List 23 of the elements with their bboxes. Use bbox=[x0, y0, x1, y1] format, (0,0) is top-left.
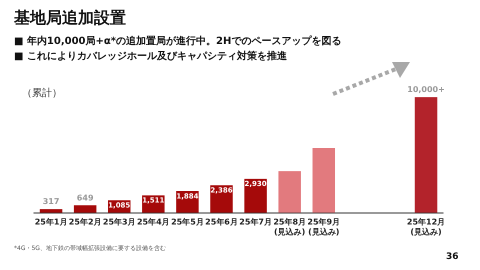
text: 36 bbox=[446, 252, 459, 262]
data-label: 317 bbox=[42, 197, 60, 206]
text: ■ 年内10,000局+α*の追加置局が進行中。2Hでのペースアップを図る bbox=[14, 34, 342, 48]
bar bbox=[278, 171, 301, 213]
bar bbox=[74, 205, 96, 213]
text: ■ これによりカバレッジホール及びキャパシティ対策を推進 bbox=[14, 49, 287, 63]
x-tick-label: 25年6月 bbox=[205, 218, 238, 227]
x-tick-label: 25年12月 (見込み) bbox=[406, 218, 446, 236]
chart-title: 基地局追加設置 bbox=[14, 8, 126, 29]
x-tick-label: 25年1月 bbox=[34, 218, 68, 227]
data-label: 10,000+ bbox=[407, 85, 445, 94]
y-axis-title: （累計） bbox=[22, 86, 62, 100]
x-tick-label: 25年7月 bbox=[239, 218, 272, 227]
bar bbox=[414, 97, 438, 213]
x-tick-label: 25年8月 (見込み) bbox=[273, 218, 306, 236]
x-tick-label: 25年4月 bbox=[136, 218, 170, 227]
x-tick-label: 25年5月 bbox=[171, 218, 204, 227]
bar bbox=[40, 209, 62, 213]
bar bbox=[312, 148, 336, 213]
x-tick-label: 25年9月 (見込み) bbox=[307, 218, 340, 236]
x-tick-label: 25年3月 bbox=[102, 218, 136, 227]
x-tick-label: 25年2月 bbox=[68, 218, 102, 227]
data-label: 649 bbox=[76, 193, 94, 202]
